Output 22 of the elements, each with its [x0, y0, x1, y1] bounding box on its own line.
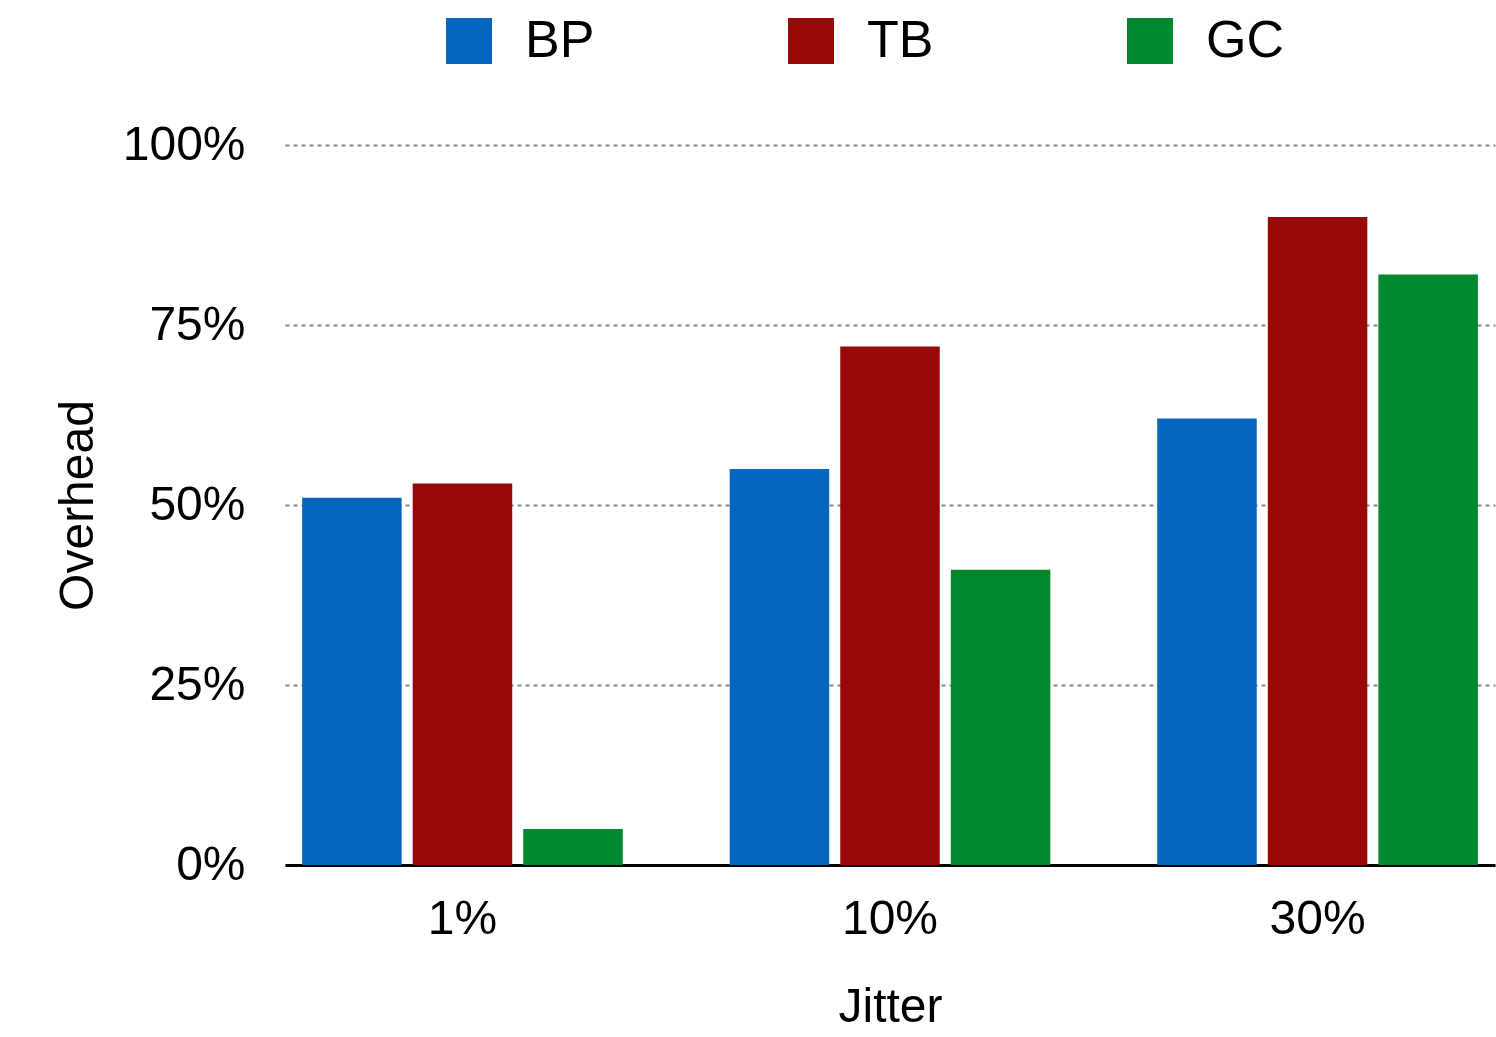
- x-tick-label: 10%: [841, 890, 939, 944]
- bar: [729, 469, 830, 865]
- legend-label: TB: [867, 10, 934, 68]
- y-tick-label: 25%: [149, 656, 246, 710]
- bar: [1378, 274, 1478, 865]
- bar: [302, 497, 402, 865]
- bar: [840, 346, 940, 865]
- y-axis-title: Overhead: [49, 400, 103, 611]
- y-tick-label: 75%: [149, 296, 246, 350]
- legend-label: BP: [525, 10, 595, 68]
- x-tick-label: 30%: [1269, 890, 1366, 944]
- legend-label: GC: [1206, 10, 1284, 68]
- bar: [412, 483, 513, 865]
- y-tick-label: 0%: [176, 836, 246, 890]
- bar: [523, 829, 623, 865]
- y-tick-label: 100%: [122, 116, 246, 170]
- bar: [1157, 418, 1257, 865]
- x-axis-title: Jitter: [838, 978, 943, 1032]
- bar: [950, 569, 1051, 865]
- bar: [1267, 217, 1368, 865]
- y-tick-label: 50%: [149, 476, 246, 530]
- x-tick-label: 1%: [427, 890, 498, 944]
